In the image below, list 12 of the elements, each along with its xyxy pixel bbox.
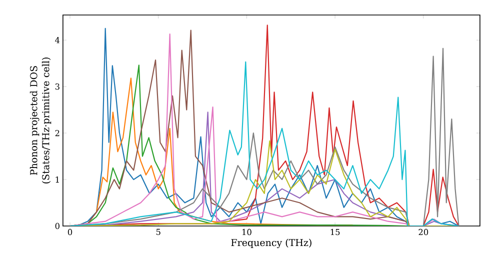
- y-tick-label: 4: [55, 37, 60, 44]
- y-axis-title: Phonon projected DOS (States/THz·primitive cell): [30, 58, 52, 184]
- y-tick-label: 0: [55, 222, 60, 230]
- y-tick-label: 3: [55, 83, 60, 90]
- x-tick-label: 10: [242, 228, 252, 236]
- x-tick-label: 5: [156, 228, 160, 236]
- x-tick-label: 20: [418, 228, 428, 236]
- y-tick-label: 1: [56, 176, 59, 183]
- x-tick-label: 0: [68, 228, 72, 236]
- x-axis-title: Frequency (THz): [231, 238, 312, 248]
- x-tick-label: 15: [330, 228, 340, 236]
- y-tick-label: 2: [55, 130, 60, 136]
